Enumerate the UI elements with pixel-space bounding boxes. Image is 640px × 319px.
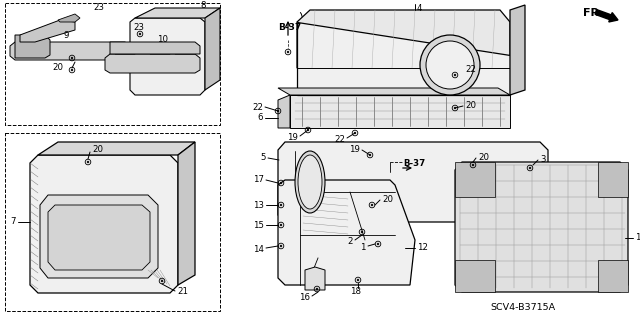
Polygon shape xyxy=(510,5,525,95)
Polygon shape xyxy=(305,267,325,290)
Circle shape xyxy=(307,129,309,131)
Text: 18: 18 xyxy=(351,286,362,295)
Polygon shape xyxy=(130,18,205,95)
Text: 21: 21 xyxy=(177,286,188,295)
Text: B-37: B-37 xyxy=(278,24,301,33)
Circle shape xyxy=(377,243,379,245)
Bar xyxy=(598,260,628,292)
Text: 12: 12 xyxy=(417,243,428,253)
Text: 4: 4 xyxy=(417,4,422,13)
Circle shape xyxy=(277,110,279,112)
Circle shape xyxy=(420,35,480,95)
Text: 14: 14 xyxy=(253,244,264,254)
Circle shape xyxy=(71,57,73,59)
Polygon shape xyxy=(40,195,158,278)
Polygon shape xyxy=(297,10,510,68)
Circle shape xyxy=(280,245,282,247)
Polygon shape xyxy=(58,14,80,22)
Text: 19: 19 xyxy=(349,145,360,153)
Circle shape xyxy=(426,41,474,89)
Circle shape xyxy=(472,164,474,166)
Polygon shape xyxy=(110,42,200,54)
Circle shape xyxy=(280,182,282,184)
Polygon shape xyxy=(278,142,548,222)
Circle shape xyxy=(454,107,456,109)
Ellipse shape xyxy=(295,151,325,213)
Circle shape xyxy=(280,224,282,226)
Text: 3: 3 xyxy=(540,154,545,164)
Text: 20: 20 xyxy=(478,152,489,161)
Text: 20: 20 xyxy=(52,63,63,72)
Text: 16: 16 xyxy=(299,293,310,302)
Polygon shape xyxy=(278,180,415,285)
Text: SCV4-B3715A: SCV4-B3715A xyxy=(490,303,555,313)
Circle shape xyxy=(454,74,456,76)
FancyArrow shape xyxy=(595,10,618,22)
Bar xyxy=(5,133,220,311)
Text: 20: 20 xyxy=(465,101,476,110)
Text: 22: 22 xyxy=(465,65,476,75)
Polygon shape xyxy=(278,95,290,128)
Text: B-37: B-37 xyxy=(403,159,425,167)
Text: 23: 23 xyxy=(93,3,104,11)
Bar xyxy=(455,260,495,292)
Text: 23: 23 xyxy=(133,24,144,33)
Polygon shape xyxy=(278,88,510,95)
Text: 20: 20 xyxy=(92,145,103,154)
Circle shape xyxy=(529,167,531,169)
Polygon shape xyxy=(38,142,195,155)
Bar xyxy=(5,3,220,125)
Circle shape xyxy=(161,280,163,282)
Polygon shape xyxy=(205,8,220,90)
Text: 8: 8 xyxy=(200,2,205,11)
Polygon shape xyxy=(105,54,200,73)
Circle shape xyxy=(361,231,363,233)
Circle shape xyxy=(71,69,73,71)
Polygon shape xyxy=(15,35,50,58)
Circle shape xyxy=(316,288,318,290)
Bar xyxy=(290,95,510,128)
Polygon shape xyxy=(20,20,75,42)
Text: 20: 20 xyxy=(382,195,393,204)
Text: 10: 10 xyxy=(157,35,168,44)
Text: 19: 19 xyxy=(287,132,298,142)
Polygon shape xyxy=(115,47,135,54)
Circle shape xyxy=(369,154,371,156)
Text: 13: 13 xyxy=(253,201,264,210)
Circle shape xyxy=(139,33,141,35)
Polygon shape xyxy=(30,155,178,293)
Text: 5: 5 xyxy=(260,153,266,162)
Circle shape xyxy=(287,51,289,53)
Polygon shape xyxy=(297,22,510,95)
Polygon shape xyxy=(48,205,150,270)
Text: 1: 1 xyxy=(360,242,366,251)
Circle shape xyxy=(354,132,356,134)
Polygon shape xyxy=(150,47,170,54)
Circle shape xyxy=(87,161,89,163)
Polygon shape xyxy=(455,162,628,292)
Text: 7: 7 xyxy=(10,218,16,226)
Text: 9: 9 xyxy=(63,32,68,41)
Circle shape xyxy=(280,204,282,206)
Text: 22: 22 xyxy=(252,102,263,112)
Polygon shape xyxy=(178,142,195,285)
Polygon shape xyxy=(135,8,220,18)
Circle shape xyxy=(371,204,373,206)
Polygon shape xyxy=(10,42,130,60)
Bar xyxy=(598,162,628,197)
Text: 22: 22 xyxy=(334,135,345,144)
Text: 15: 15 xyxy=(253,220,264,229)
Circle shape xyxy=(357,279,359,281)
Text: 11: 11 xyxy=(635,234,640,242)
Text: 2: 2 xyxy=(348,238,353,247)
Text: 6: 6 xyxy=(257,114,263,122)
Polygon shape xyxy=(175,47,195,54)
Text: FR.: FR. xyxy=(583,8,604,18)
Text: 17: 17 xyxy=(253,175,264,184)
Ellipse shape xyxy=(298,155,322,209)
Bar xyxy=(455,162,495,197)
